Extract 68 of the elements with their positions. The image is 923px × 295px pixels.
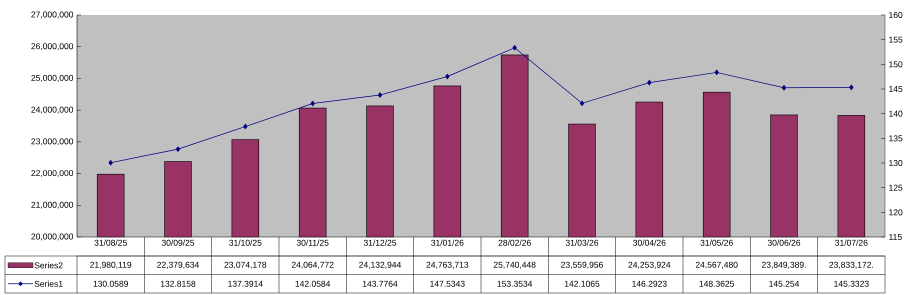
x-tick-label: 31/01/26 xyxy=(431,240,464,246)
y-tick-label: 22,000,000 xyxy=(31,170,74,178)
point xyxy=(176,146,180,152)
data-label: 153.3534 xyxy=(498,280,532,287)
y-tick-label: 21,000,000 xyxy=(31,202,74,209)
y-tick-label: 26,000,000 xyxy=(31,43,74,50)
data-label: 24,567,480 xyxy=(696,262,738,269)
data-label: 23,833,172. xyxy=(829,262,874,269)
y2-tick-label: 130 xyxy=(889,160,902,166)
y-tick-label: 24,000,000 xyxy=(31,106,74,114)
x-tick-label: 31/03/26 xyxy=(566,240,598,246)
point xyxy=(714,70,719,76)
y2-tick-label: 140 xyxy=(889,110,902,117)
point xyxy=(849,84,854,90)
y2-tick-label: 135 xyxy=(889,135,902,142)
data-label: 24,253,924 xyxy=(628,262,670,269)
x-tick-label: 31/08/25 xyxy=(94,240,127,246)
point xyxy=(378,92,382,98)
x-tick-label: 31/12/25 xyxy=(364,240,396,246)
x-tick-label: 30/09/25 xyxy=(162,240,194,246)
data-label: 21,980,119 xyxy=(90,262,132,269)
data-label: 25,740,448 xyxy=(494,262,536,269)
y-tick-label: 23,000,000 xyxy=(31,138,74,146)
data-label: 130.0589 xyxy=(94,280,128,287)
data-label: 148.3625 xyxy=(700,280,734,287)
data-label: 147.5343 xyxy=(430,280,465,287)
y2-tick-label: 155 xyxy=(889,36,902,43)
data-label: 23,559,956 xyxy=(561,262,603,269)
data-label: 145.3323 xyxy=(834,280,869,287)
data-label: 143.7764 xyxy=(362,280,398,287)
point xyxy=(445,74,450,80)
x-tick-label: 30/04/26 xyxy=(633,240,666,246)
y-tick-label: 27,000,000 xyxy=(31,11,74,19)
y2-tick-label: 160 xyxy=(889,12,902,18)
point xyxy=(243,124,248,130)
point xyxy=(310,100,315,106)
y-tick-label: 20,000,000 xyxy=(31,233,74,241)
legend-label: Series1 xyxy=(34,280,63,287)
data-label: 23,074,178 xyxy=(224,262,266,269)
data-label: 137.3914 xyxy=(228,280,263,287)
x-tick-label: 30/11/25 xyxy=(296,240,329,246)
y2-tick-label: 145 xyxy=(889,86,902,92)
point xyxy=(108,160,113,166)
y-tick-label: 25,000,000 xyxy=(31,74,74,82)
point xyxy=(782,84,786,90)
data-label: 142.0584 xyxy=(296,280,330,287)
data-label: 146.2923 xyxy=(632,280,667,287)
data-label: 22,379,634 xyxy=(157,262,200,269)
legend-label: Series2 xyxy=(34,262,63,268)
data-label: 24,132,944 xyxy=(359,262,402,269)
data-label: 132.8158 xyxy=(160,280,196,287)
data-label: 24,763,713 xyxy=(426,262,468,269)
y2-tick-label: 120 xyxy=(889,209,902,216)
x-tick-label: 28/02/26 xyxy=(498,240,531,246)
data-label: 142.1065 xyxy=(564,280,600,287)
y2-tick-label: 115 xyxy=(889,234,902,240)
data-label: 23,849,389. xyxy=(762,262,806,269)
y2-tick-label: 125 xyxy=(889,184,902,191)
x-tick-label: 30/06/26 xyxy=(768,240,800,246)
data-label: 145.254 xyxy=(769,280,800,287)
x-tick-label: 31/05/26 xyxy=(700,240,733,246)
x-tick-label: 31/10/25 xyxy=(229,240,262,246)
y2-tick-label: 150 xyxy=(889,61,902,68)
x-tick-label: 31/07/26 xyxy=(835,240,868,246)
point xyxy=(580,100,584,106)
data-label: 24,064,772 xyxy=(292,262,334,269)
point xyxy=(647,80,652,86)
point xyxy=(512,45,517,51)
